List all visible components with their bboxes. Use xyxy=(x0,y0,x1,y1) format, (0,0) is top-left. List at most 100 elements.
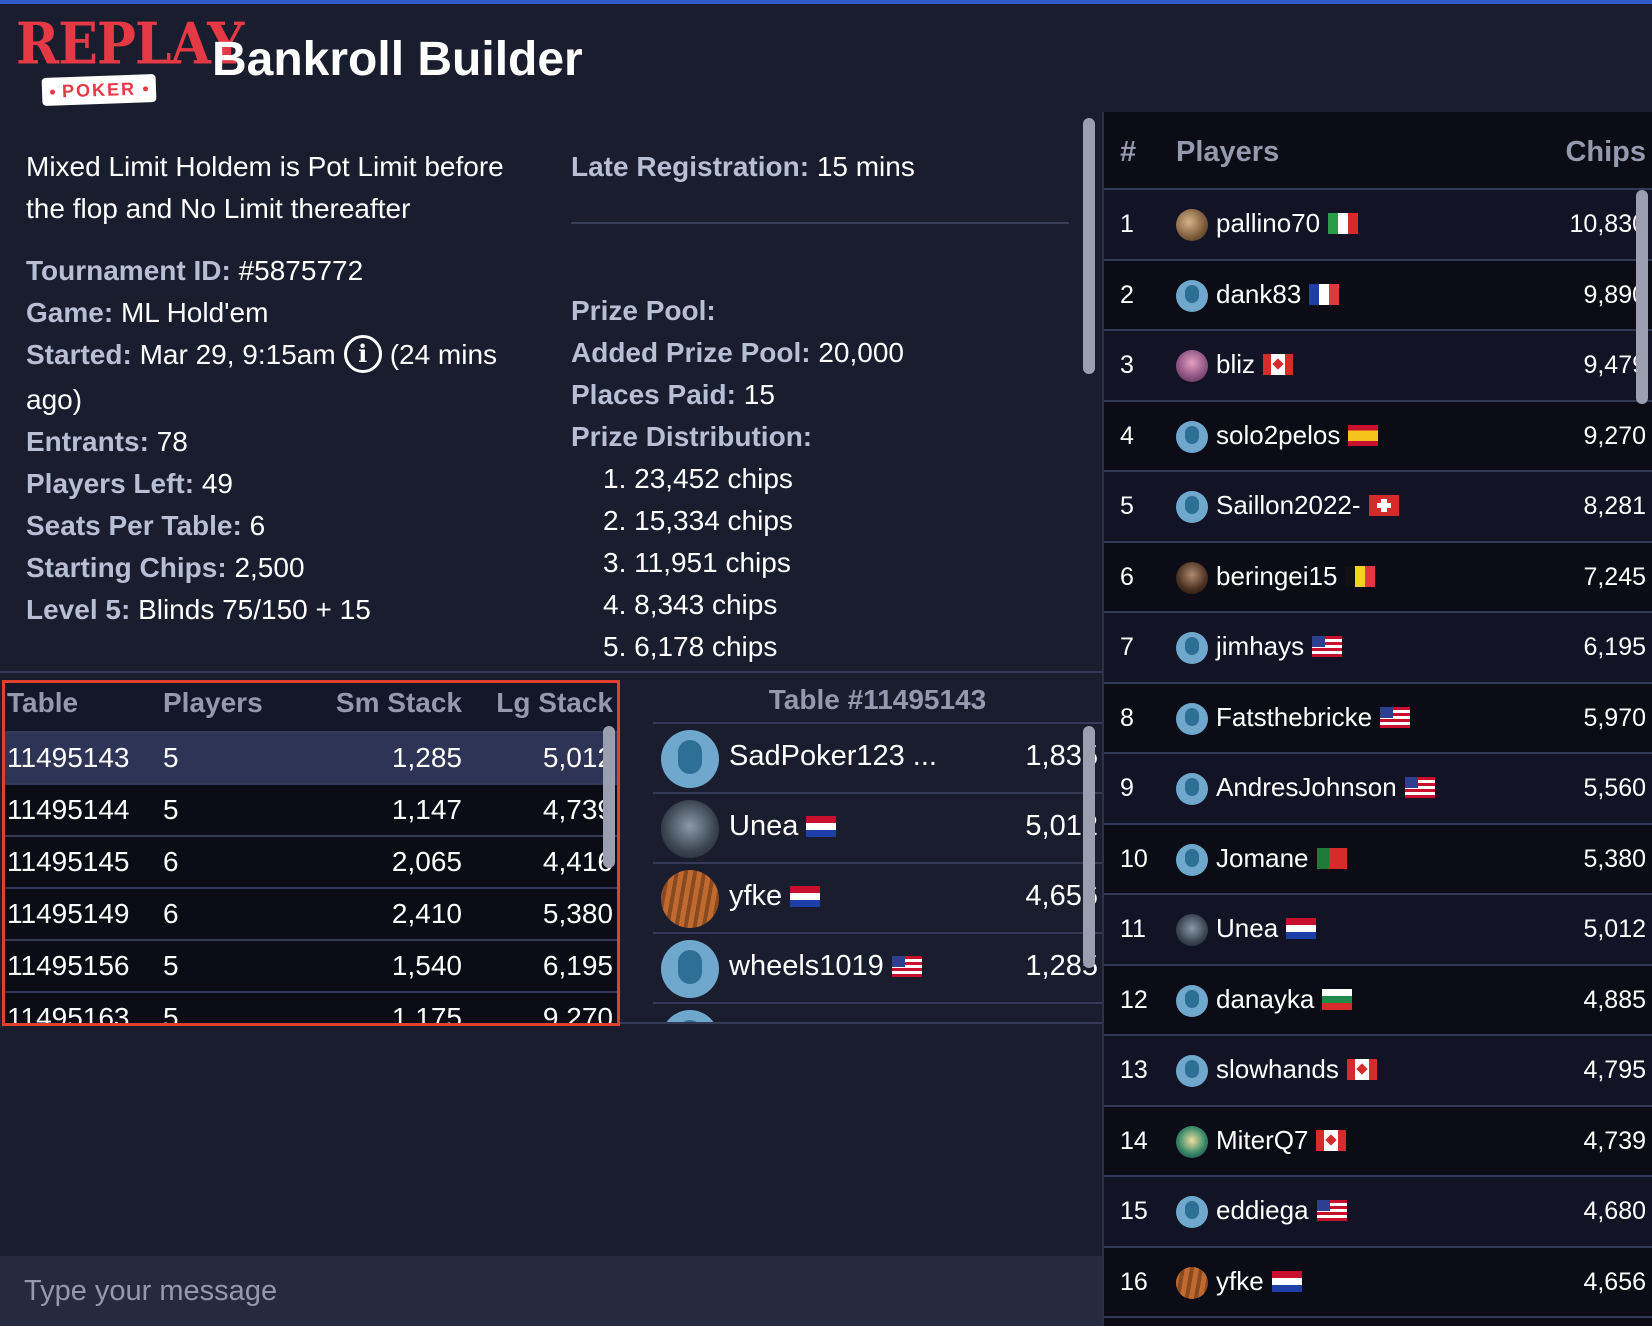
standings-row[interactable]: 7 jimhays 6,195 xyxy=(1104,613,1652,684)
seat-row[interactable]: wheels1019 1,285 xyxy=(653,934,1102,1004)
standings-row[interactable]: 4 solo2pelos 9,270 xyxy=(1104,402,1652,472)
player-chips: 6,195 xyxy=(1583,633,1646,661)
standings-row[interactable]: 12 danayka 4,885 xyxy=(1104,966,1652,1036)
standings-row[interactable]: 1 pallino70 10,830 xyxy=(1104,190,1652,261)
standings-row[interactable]: 3 bliz 9,479 xyxy=(1104,331,1652,402)
table-players: 6 xyxy=(163,898,179,929)
table-players: 6 xyxy=(163,846,179,877)
us-flag-icon xyxy=(1380,706,1411,728)
seat-player-name[interactable]: yfke xyxy=(729,880,821,913)
standings-row[interactable]: 10 Jomane 5,380 xyxy=(1104,825,1652,895)
player-name[interactable]: bliz xyxy=(1216,349,1294,380)
table-column-header[interactable]: Table xyxy=(7,687,79,718)
player-name[interactable]: slowhands xyxy=(1216,1054,1377,1085)
lg-stack-column-header[interactable]: Lg Stack xyxy=(496,687,613,718)
table-row[interactable]: 11495144 5 1,147 4,739 xyxy=(5,783,617,835)
standings-row[interactable]: 13 slowhands 4,795 xyxy=(1104,1036,1652,1107)
standings-row[interactable]: 11 Unea 5,012 xyxy=(1104,895,1652,966)
seat-row[interactable]: SadPoker123 ... 1,835 xyxy=(653,724,1102,794)
standings-row[interactable]: 2 dank83 9,890 xyxy=(1104,261,1652,331)
standings-header: # Players Chips xyxy=(1104,112,1652,190)
player-name[interactable]: Saillon2022- xyxy=(1216,490,1399,521)
chat-bar xyxy=(0,1256,1102,1326)
avatar xyxy=(1176,702,1208,735)
player-name[interactable]: Unea xyxy=(1216,913,1317,944)
player-rank: 8 xyxy=(1120,703,1134,732)
player-name-text: MiterQ7 xyxy=(1216,1124,1309,1155)
section-divider xyxy=(0,671,1102,673)
player-name[interactable]: beringei15 xyxy=(1216,561,1376,592)
standings-row[interactable]: 9 AndresJohnson 5,560 xyxy=(1104,754,1652,825)
seat-player-name[interactable]: Unea xyxy=(729,810,837,843)
player-name[interactable]: eddiega xyxy=(1216,1195,1347,1226)
rank-column-header[interactable]: # xyxy=(1120,136,1137,168)
standings-scrollbar[interactable] xyxy=(1636,190,1648,404)
standings-row[interactable]: 16 yfke 4,656 xyxy=(1104,1248,1652,1318)
players-column-header[interactable]: Players xyxy=(163,687,263,718)
player-name[interactable]: yfke xyxy=(1216,1266,1302,1297)
tables-scrollbar[interactable] xyxy=(603,726,615,868)
player-name-text: solo2pelos xyxy=(1216,419,1341,450)
info-icon[interactable]: i xyxy=(343,334,382,373)
table-row[interactable]: 11495156 5 1,540 6,195 xyxy=(5,939,617,991)
seat-player-name[interactable]: SadPoker123 ... xyxy=(729,740,937,773)
players-column-header[interactable]: Players xyxy=(1176,136,1280,168)
player-name-text: yfke xyxy=(1216,1265,1264,1296)
starting-chips-label: Starting Chips: xyxy=(26,551,227,583)
sm-stack-column-header[interactable]: Sm Stack xyxy=(335,687,462,718)
chat-message-input[interactable] xyxy=(0,1256,1102,1326)
player-name-text: slowhands xyxy=(1216,1054,1339,1084)
table-row[interactable]: 11495143 5 1,285 5,012 xyxy=(5,731,617,783)
avatar xyxy=(1176,420,1208,453)
player-name[interactable]: AndresJohnson xyxy=(1216,772,1435,803)
player-rank: 3 xyxy=(1120,351,1134,379)
table-sm-stack: 1,147 xyxy=(391,794,462,825)
player-name[interactable]: solo2pelos xyxy=(1216,419,1379,451)
seat-row[interactable] xyxy=(653,1004,1102,1024)
table-detail-scrollbar[interactable] xyxy=(1083,726,1095,968)
player-name[interactable]: dank83 xyxy=(1216,279,1340,310)
player-name[interactable]: pallino70 xyxy=(1216,208,1359,239)
table-row[interactable]: 11495163 5 1,175 9,270 xyxy=(5,991,617,1023)
seat-row[interactable]: yfke 4,656 xyxy=(653,864,1102,934)
replay-poker-logo[interactable]: REPLAY POKER xyxy=(16,10,244,106)
standings-row[interactable]: 8 Fatsthebricke 5,970 xyxy=(1104,684,1652,754)
avatar xyxy=(661,940,719,998)
nl-flag-icon xyxy=(790,886,821,907)
bg-flag-icon xyxy=(1322,988,1353,1010)
player-name-text: pallino70 xyxy=(1216,208,1321,238)
player-name[interactable]: MiterQ7 xyxy=(1216,1124,1347,1156)
logo-word: REPLAY xyxy=(16,10,244,78)
ca-flag-icon xyxy=(1316,1129,1347,1151)
es-flag-icon xyxy=(1348,424,1379,446)
chips-column-header[interactable]: Chips xyxy=(1565,136,1646,168)
player-rank: 1 xyxy=(1120,210,1134,238)
table-sm-stack: 1,540 xyxy=(391,950,462,981)
player-rank: 16 xyxy=(1120,1267,1148,1296)
prize-item: 2. 15,334 chips xyxy=(603,505,793,536)
player-name[interactable]: Jomane xyxy=(1216,843,1347,874)
started-line: Started: Mar 29, 9:15am i (24 mins ago) xyxy=(26,334,546,421)
logo-ribbon: POKER xyxy=(41,74,157,106)
player-name[interactable]: Fatsthebricke xyxy=(1216,702,1411,733)
standings-row[interactable]: 14 MiterQ7 4,739 xyxy=(1104,1107,1652,1177)
avatar xyxy=(1176,632,1208,664)
avatar xyxy=(1176,1266,1208,1299)
us-flag-icon xyxy=(891,956,922,977)
standings-row[interactable]: 15 eddiega 4,680 xyxy=(1104,1177,1652,1248)
top-accent-line xyxy=(0,0,1652,4)
player-rank: 12 xyxy=(1120,985,1148,1014)
table-row[interactable]: 11495145 6 2,065 4,416 xyxy=(5,835,617,887)
table-row[interactable]: 11495149 6 2,410 5,380 xyxy=(5,887,617,939)
standings-row[interactable]: 6 beringei15 7,245 xyxy=(1104,543,1652,613)
player-name[interactable]: danayka xyxy=(1216,984,1353,1015)
info-scrollbar[interactable] xyxy=(1083,118,1095,374)
player-name[interactable]: jimhays xyxy=(1216,631,1343,662)
tournament-info-left: Mixed Limit Holdem is Pot Limit before t… xyxy=(26,146,546,670)
seats-per-table-line: Seats Per Table: 6 xyxy=(26,505,546,547)
seat-player-name[interactable]: wheels1019 xyxy=(729,950,922,983)
seat-row[interactable]: Unea 5,012 xyxy=(653,794,1102,864)
standings-row[interactable]: 5 Saillon2022- 8,281 xyxy=(1104,472,1652,543)
places-paid-value: 15 xyxy=(743,379,775,410)
player-chips: 4,885 xyxy=(1583,985,1646,1014)
